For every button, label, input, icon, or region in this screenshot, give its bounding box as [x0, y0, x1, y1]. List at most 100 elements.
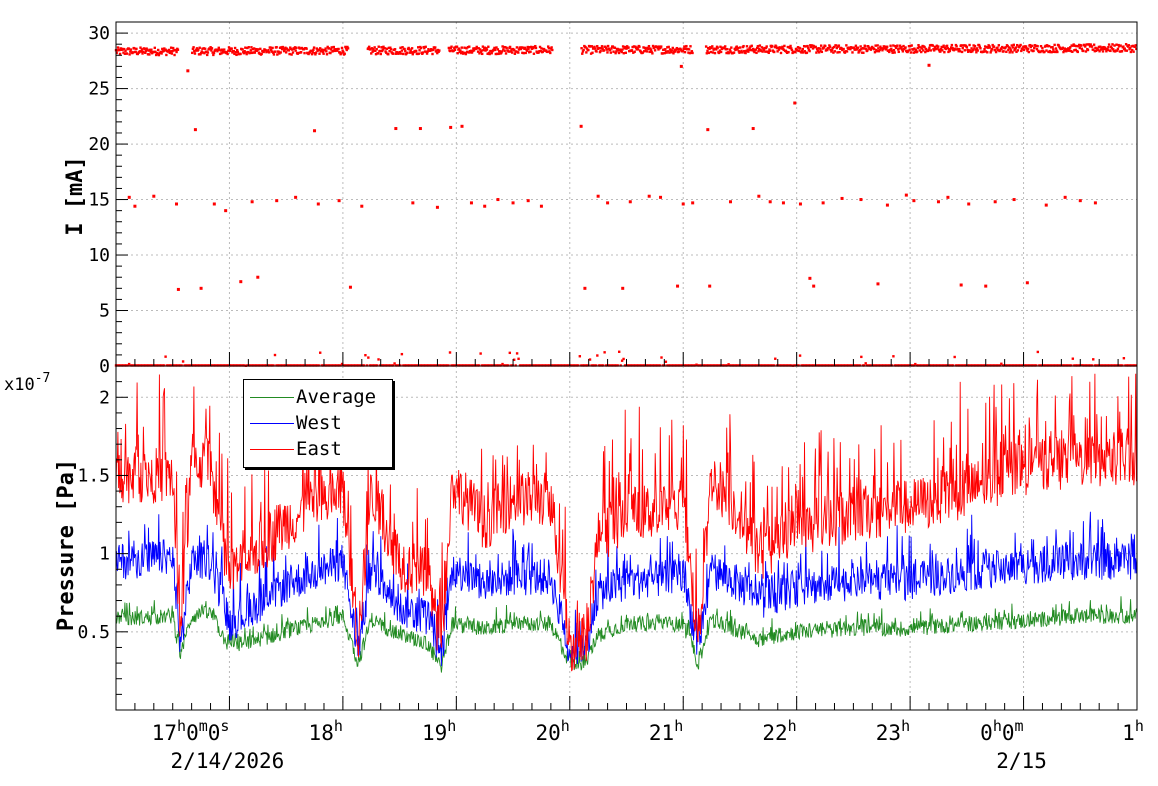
current-point-zero	[1080, 364, 1083, 367]
current-point-zero	[765, 364, 768, 367]
current-point-zero	[1109, 364, 1112, 367]
current-point-outlier	[127, 195, 131, 199]
current-point-main	[551, 48, 554, 52]
current-point-main	[1097, 48, 1100, 52]
current-point-main	[1086, 48, 1090, 52]
current-point-main	[911, 48, 915, 51]
current-point-main	[649, 47, 652, 50]
current-point-main	[668, 51, 671, 54]
current-point-outlier	[460, 124, 464, 128]
current-point-main	[220, 52, 223, 55]
current-point-main	[709, 46, 712, 49]
current-point-zero	[917, 364, 920, 367]
current-point-zero	[603, 351, 606, 354]
current-point-main	[871, 45, 874, 49]
current-point-main	[312, 46, 316, 49]
current-point-zero	[222, 364, 226, 367]
current-point-main	[688, 51, 692, 55]
current-point-zero	[865, 364, 869, 367]
current-point-zero	[356, 364, 360, 367]
current-point-zero	[607, 364, 611, 367]
current-point-main	[425, 50, 428, 54]
current-point-zero	[755, 364, 758, 367]
current-point-zero	[915, 364, 918, 367]
current-point-main	[742, 44, 745, 48]
current-point-zero	[254, 364, 258, 367]
current-point-main	[1090, 45, 1094, 48]
current-point-zero	[564, 364, 567, 367]
current-point-main	[493, 46, 496, 50]
current-point-main	[338, 51, 342, 54]
current-point-main	[191, 47, 195, 51]
current-point-main	[687, 51, 690, 54]
current-point-outlier	[808, 276, 812, 280]
current-point-main	[154, 50, 157, 54]
current-point-main	[1029, 45, 1033, 49]
current-point-main	[1014, 46, 1018, 49]
current-point-zero	[673, 364, 676, 367]
current-point-main	[1046, 44, 1050, 48]
current-point-zero	[1051, 364, 1054, 367]
current-point-main	[1052, 48, 1055, 51]
current-point-zero	[1124, 364, 1127, 367]
current-point-main	[941, 45, 945, 49]
pressure-plot-area	[115, 373, 1138, 673]
current-point-main	[1001, 45, 1004, 49]
current-point-zero	[868, 364, 872, 367]
current-point-zero	[1111, 364, 1114, 367]
current-point-zero	[263, 364, 266, 367]
current-point-zero	[227, 364, 230, 367]
current-point-zero	[275, 364, 278, 367]
current-point-zero	[192, 364, 195, 367]
current-point-main	[227, 46, 231, 49]
current-point-zero	[841, 364, 844, 367]
current-point-zero	[817, 364, 821, 367]
current-point-main	[943, 51, 946, 54]
current-point-main	[293, 46, 297, 49]
current-point-main	[436, 51, 439, 55]
current-point-main	[246, 46, 249, 50]
legend-swatch-east	[250, 449, 294, 450]
current-point-main	[617, 49, 620, 52]
current-point-zero	[215, 364, 218, 367]
current-point-main	[780, 47, 783, 50]
current-point-main	[498, 50, 502, 53]
current-point-main	[417, 46, 420, 49]
current-point-zero	[248, 364, 252, 367]
current-point-main	[998, 49, 1002, 52]
current-point-main	[1103, 47, 1106, 51]
current-point-main	[645, 50, 649, 53]
current-point-zero	[372, 364, 376, 367]
current-point-main	[1021, 47, 1024, 50]
current-point-main	[1002, 50, 1005, 53]
current-point-zero	[403, 364, 406, 367]
current-point-main	[785, 51, 789, 55]
current-point-main	[284, 46, 287, 49]
current-point-main	[817, 47, 820, 50]
current-point-zero	[970, 364, 974, 367]
current-point-main	[978, 45, 981, 48]
current-point-main	[326, 45, 329, 49]
current-point-zero	[934, 364, 937, 367]
current-point-zero	[327, 364, 331, 367]
current-point-main	[777, 46, 780, 50]
current-point-outlier	[435, 205, 439, 209]
current-point-main	[858, 50, 861, 53]
current-point-main	[1032, 49, 1035, 53]
current-point-zero	[1113, 364, 1117, 367]
top-y-tick-label: 15	[88, 190, 110, 211]
current-point-main	[496, 48, 500, 51]
current-point-zero	[390, 364, 393, 367]
current-point-main	[585, 51, 588, 54]
current-point-zero	[794, 364, 797, 367]
current-point-main	[372, 48, 375, 51]
current-point-zero	[365, 364, 369, 367]
current-point-zero	[848, 364, 851, 367]
current-point-main	[153, 46, 156, 50]
current-point-main	[280, 47, 284, 51]
current-point-main	[380, 46, 383, 49]
current-point-zero	[906, 364, 910, 367]
current-point-outlier	[676, 284, 680, 288]
current-point-zero	[639, 364, 643, 367]
current-point-main	[475, 45, 478, 49]
